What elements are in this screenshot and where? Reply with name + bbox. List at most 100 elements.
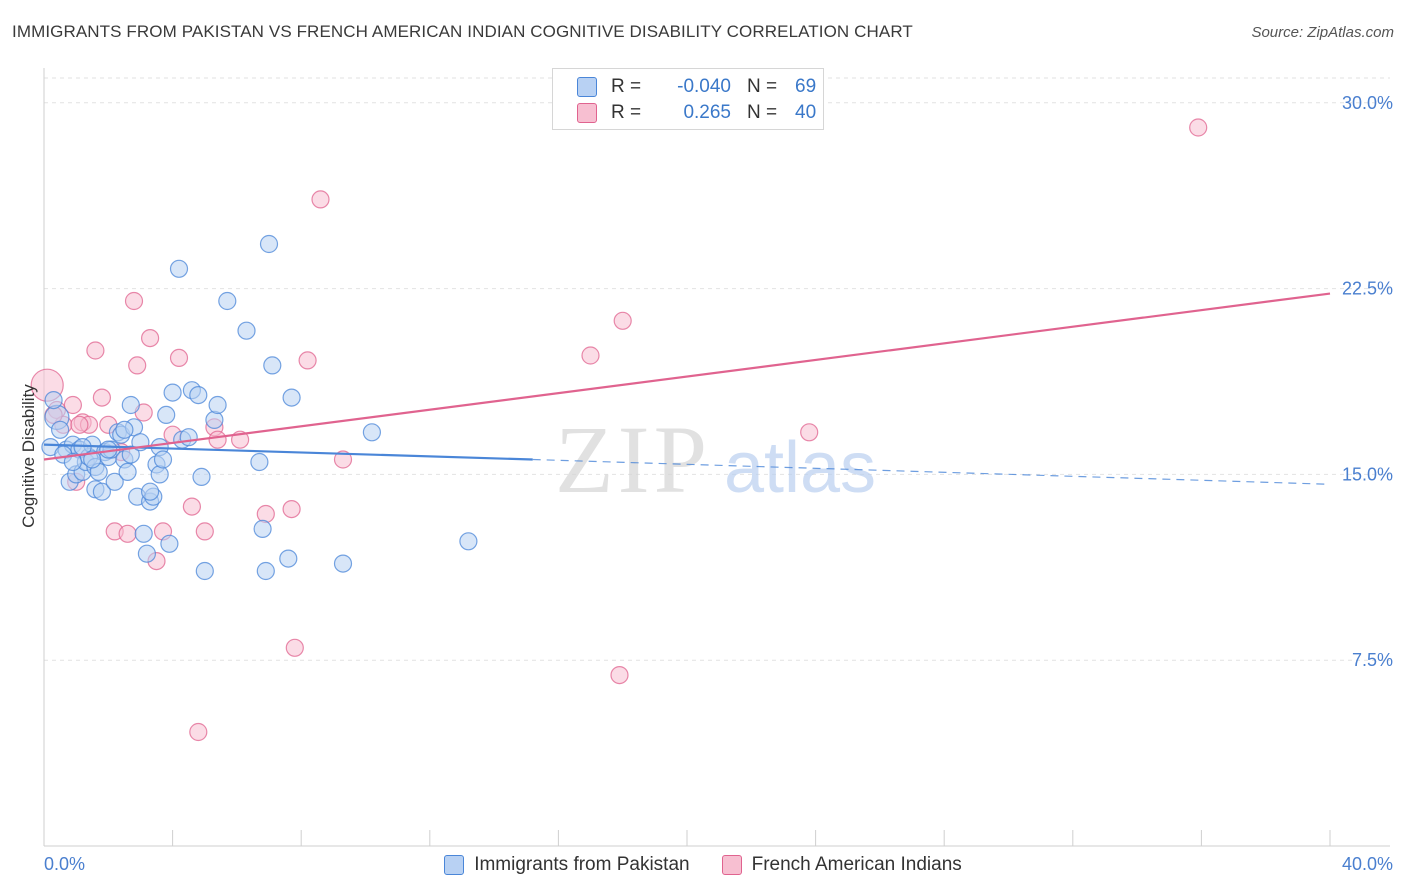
pink-data-point[interactable] (169, 348, 189, 367)
chart-title: IMMIGRANTS FROM PAKISTAN VS FRENCH AMERI… (12, 22, 913, 41)
blue-data-point[interactable] (192, 467, 211, 486)
pink-data-point[interactable] (86, 341, 105, 360)
blue-data-point[interactable] (137, 544, 156, 563)
blue-data-point[interactable] (150, 465, 169, 484)
legend-label: Immigrants from Pakistan (474, 854, 690, 875)
pink-data-point[interactable] (141, 329, 160, 348)
pink-data-point[interactable] (610, 665, 629, 685)
pink-data-point[interactable] (208, 430, 227, 449)
pink-data-point[interactable] (613, 311, 632, 330)
pink-data-point[interactable] (311, 190, 330, 209)
blue-data-point[interactable] (134, 524, 153, 543)
pink-data-point[interactable] (189, 722, 208, 742)
legend-item-french-american-indians[interactable]: French American Indians (721, 854, 962, 876)
tick-labels: 7.5% 15.0% 22.5% 30.0% 0.0% 40.0% (44, 93, 1393, 874)
blue-data-point[interactable] (333, 554, 353, 573)
pink-data-point[interactable] (800, 423, 819, 442)
pink-data-point[interactable] (333, 450, 353, 469)
n-value: 40 (795, 102, 817, 123)
pink-data-point[interactable] (124, 291, 144, 311)
pink-trend-line (43, 292, 1331, 461)
blue-data-point[interactable] (250, 452, 269, 472)
blue-data-point[interactable] (115, 420, 134, 439)
x-tick-label: 0.0% (44, 854, 85, 874)
axes (43, 68, 1390, 847)
pink-data-point[interactable] (92, 388, 112, 407)
blue-data-point[interactable] (92, 482, 112, 501)
pink-data-point[interactable] (195, 522, 214, 541)
legend: Immigrants from Pakistan French American… (0, 850, 1406, 880)
blue-data-point[interactable] (141, 482, 160, 501)
blue-data-point[interactable] (118, 462, 137, 481)
pink-data-point[interactable] (63, 395, 83, 415)
legend-swatch-blue (444, 855, 465, 875)
blue-data-point[interactable] (179, 428, 198, 447)
y-tick-label: 7.5% (1352, 650, 1393, 670)
source-credit: Source: ZipAtlas.com (1251, 24, 1394, 41)
blue-trend-extension (532, 458, 1331, 485)
y-tick-label: 15.0% (1342, 464, 1393, 484)
pink-data-point[interactable] (581, 346, 600, 365)
blue-data-point[interactable] (50, 420, 70, 439)
blue-data-point[interactable] (169, 259, 189, 278)
blue-data-point[interactable] (44, 391, 63, 410)
legend-label: French American Indians (751, 854, 962, 875)
pink-data-point[interactable] (1189, 118, 1208, 137)
y-axis-label: Cognitive Disability (19, 384, 38, 528)
blue-data-point[interactable] (163, 383, 182, 402)
pink-data-point[interactable] (70, 415, 89, 434)
pink-data-point[interactable] (118, 524, 137, 543)
gridlines (44, 77, 1390, 661)
r-value: 0.265 (683, 102, 731, 123)
r-value: -0.040 (677, 76, 731, 97)
stats-swatch-blue (577, 77, 597, 97)
blue-data-point[interactable] (253, 519, 272, 539)
blue-data-point[interactable] (256, 561, 275, 581)
stats-box: R = -0.040 N = 69 R = 0.265 N = 40 (552, 68, 824, 130)
blue-data-point[interactable] (362, 423, 381, 442)
n-label: N = (747, 102, 778, 123)
pink-data-point[interactable] (256, 504, 275, 524)
n-value: 69 (795, 76, 817, 97)
pink-data-point[interactable] (282, 500, 301, 519)
legend-swatch-pink (721, 855, 742, 875)
blue-data-point[interactable] (263, 356, 282, 375)
n-label: N = (747, 76, 778, 97)
legend-item-pakistan[interactable]: Immigrants from Pakistan (444, 854, 690, 876)
blue-data-point[interactable] (237, 321, 256, 340)
y-tick-label: 30.0% (1342, 93, 1393, 113)
blue-data-point[interactable] (153, 450, 173, 469)
series-blue-points (41, 234, 478, 581)
blue-data-point[interactable] (63, 452, 83, 472)
blue-data-point[interactable] (121, 395, 140, 415)
blue-data-point[interactable] (189, 386, 208, 405)
blue-data-point[interactable] (121, 445, 140, 464)
y-tick-label: 22.5% (1342, 279, 1393, 299)
r-label: R = (611, 102, 642, 123)
blue-data-point[interactable] (459, 532, 478, 551)
blue-data-point[interactable] (105, 472, 124, 491)
pink-data-point[interactable] (182, 497, 201, 516)
pink-data-point[interactable] (128, 356, 147, 375)
stats-swatch-pink (577, 103, 597, 123)
x-tick-label: 40.0% (1342, 854, 1393, 874)
blue-data-point[interactable] (282, 388, 301, 407)
pink-data-point[interactable] (298, 351, 317, 370)
watermark: ZIP atlas (555, 406, 876, 513)
blue-data-point[interactable] (160, 534, 179, 553)
r-label: R = (611, 76, 642, 97)
trend-lines (43, 292, 1331, 485)
blue-data-point[interactable] (205, 410, 224, 429)
pink-data-point[interactable] (285, 638, 304, 657)
blue-trend-line (43, 443, 533, 461)
blue-data-point[interactable] (279, 549, 298, 568)
blue-data-point[interactable] (157, 405, 176, 424)
blue-data-point[interactable] (195, 561, 214, 581)
blue-data-point[interactable] (259, 234, 279, 254)
watermark-zip: ZIP (555, 406, 711, 513)
blue-data-point[interactable] (218, 291, 237, 311)
blue-data-point[interactable] (83, 450, 102, 469)
stats-row-blue: R = -0.040 N = 69 (577, 75, 816, 99)
blue-data-point[interactable] (208, 395, 227, 415)
